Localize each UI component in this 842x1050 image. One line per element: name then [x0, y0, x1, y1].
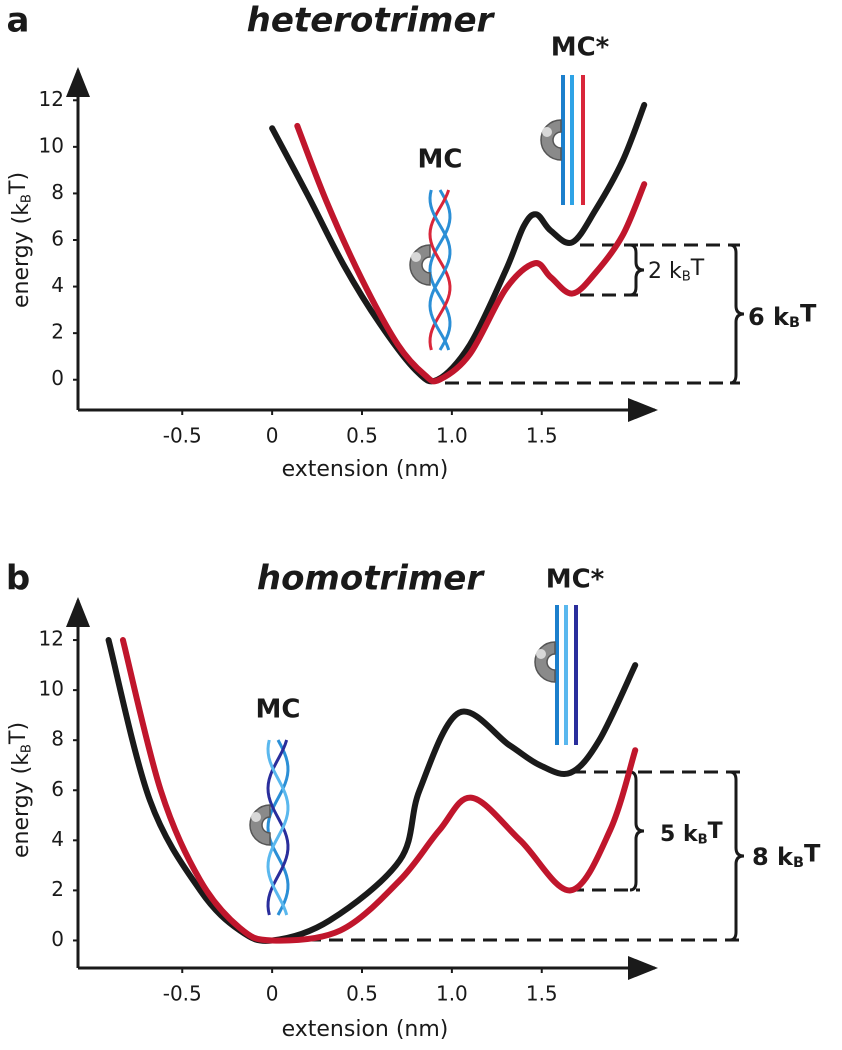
x-axis-label: extension (nm): [282, 457, 449, 482]
x-tick-label: 1.0: [436, 982, 468, 1006]
text-part: 5 k: [660, 822, 699, 847]
protease-icon-shine: [411, 252, 421, 262]
text-part: B: [793, 855, 804, 871]
brace: [629, 770, 645, 892]
text-part: 6 k: [748, 303, 790, 331]
x-tick-label: 1.5: [526, 982, 558, 1006]
panel-title: homotrimer: [257, 559, 486, 599]
text-part: energy (k: [9, 753, 34, 858]
text-part: 2 k: [648, 259, 682, 284]
text-part: T: [708, 819, 723, 844]
annotation: MC: [418, 145, 463, 175]
annotation: MC*: [546, 565, 605, 595]
y-tick-label: 0: [51, 927, 64, 951]
x-tick-label: 0.5: [346, 982, 378, 1006]
text-part: T): [6, 722, 31, 745]
x-tick-label: -0.5: [163, 424, 202, 448]
x-tick-label: 0: [266, 424, 279, 448]
energy-curve: [105, 637, 639, 944]
molecule-strand: [428, 189, 452, 351]
y-tick-label: 12: [39, 627, 64, 651]
text-part: B: [20, 194, 35, 203]
x-tick-label: -0.5: [163, 982, 202, 1006]
protease-icon-shine: [251, 812, 261, 822]
annotation: 2 kBT: [648, 256, 705, 285]
y-tick-label: 0: [51, 366, 64, 390]
y-axis-label: energy (kBT): [6, 172, 35, 308]
x-tick-label: 1.5: [526, 424, 558, 448]
text-part: 8 k: [752, 843, 794, 871]
y-tick-label: 10: [39, 677, 64, 701]
y-tick-label: 4: [51, 273, 64, 297]
y-tick-label: 6: [51, 777, 64, 801]
y-tick-label: 8: [51, 727, 64, 751]
y-tick-label: 6: [51, 227, 64, 251]
y-tick-label: 12: [39, 87, 64, 111]
text-part: T): [6, 172, 31, 195]
annotation: 8 kBT: [752, 840, 821, 871]
text-part: T: [690, 256, 705, 281]
panel-title: heterotrimer: [247, 1, 496, 41]
brace: [729, 770, 745, 942]
brace: [729, 243, 745, 385]
y-tick-label: 2: [51, 320, 64, 344]
text-part: energy (k: [9, 203, 34, 308]
molecule-strand: [428, 189, 452, 351]
brace: [629, 243, 645, 297]
panel-label: a: [7, 1, 30, 41]
y-tick-label: 10: [39, 133, 64, 157]
x-axis-label: extension (nm): [282, 1017, 449, 1042]
protease-icon: [540, 119, 562, 161]
energy-curve: [119, 637, 639, 944]
text-part: T: [804, 840, 821, 868]
text-part: T: [800, 300, 817, 328]
protease-icon: [409, 244, 431, 286]
x-tick-label: 1.0: [436, 424, 468, 448]
annotation: MC: [256, 695, 301, 725]
annotation: 5 kBT: [660, 819, 723, 848]
annotation: 6 kBT: [748, 300, 817, 331]
y-axis-label: energy (kBT): [6, 722, 35, 858]
text-part: B: [20, 744, 35, 753]
x-tick-label: 0.5: [346, 424, 378, 448]
protease-icon-shine: [536, 649, 546, 659]
panel-label: b: [6, 559, 30, 599]
text-part: B: [698, 833, 708, 848]
x-tick-label: 0: [266, 982, 279, 1006]
protease-icon-shine: [542, 127, 552, 137]
text-part: B: [789, 315, 800, 331]
y-tick-label: 4: [51, 827, 64, 851]
annotation: MC*: [551, 33, 610, 63]
energy-curve: [294, 122, 648, 385]
protease-icon: [534, 641, 556, 683]
energy-curve: [269, 101, 648, 385]
molecule-strand: [266, 739, 290, 916]
molecule-strand: [266, 739, 290, 916]
y-tick-label: 8: [51, 180, 64, 204]
text-part: B: [682, 270, 691, 285]
y-tick-label: 2: [51, 877, 64, 901]
